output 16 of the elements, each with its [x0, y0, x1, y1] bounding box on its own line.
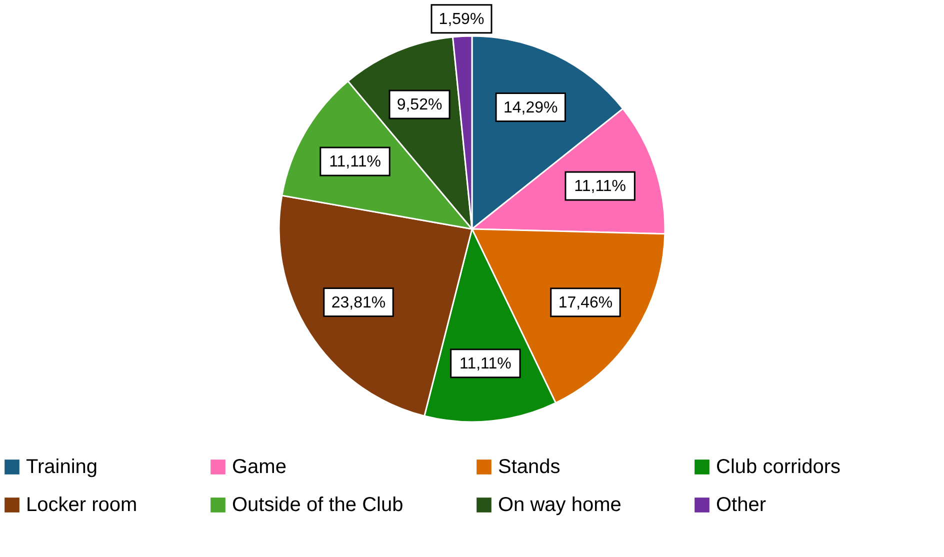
data-label: 9,52%	[396, 96, 442, 114]
data-label: 14,29%	[504, 99, 558, 116]
legend-label: Locker room	[26, 494, 138, 516]
legend-label: Game	[232, 456, 286, 478]
data-label: 23,81%	[331, 294, 386, 312]
legend-label: On way home	[498, 494, 622, 516]
data-label: 11,11%	[329, 153, 381, 170]
data-label: 1,59%	[438, 10, 484, 28]
legend-label: Other	[716, 494, 766, 516]
legend-label: Training	[26, 456, 98, 478]
legend-label: Outside of the Club	[232, 494, 404, 516]
data-label: 11,11%	[574, 178, 626, 195]
data-label: 17,46%	[558, 294, 613, 312]
data-label: 11,11%	[459, 355, 512, 372]
legend-label: Stands	[498, 456, 560, 478]
legend-label: Club corridors	[716, 456, 840, 478]
